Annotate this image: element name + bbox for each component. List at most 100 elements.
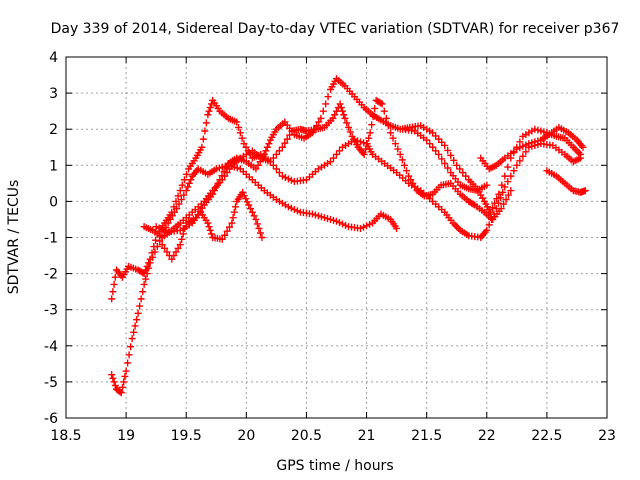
- data-point: [343, 119, 351, 127]
- data-point: [252, 215, 260, 223]
- data-point: [128, 335, 136, 343]
- data-point: [513, 161, 521, 169]
- data-point: [491, 199, 499, 207]
- data-point: [116, 388, 124, 396]
- data-point: [336, 100, 344, 108]
- data-point: [407, 176, 415, 184]
- data-point: [363, 140, 371, 148]
- data-point: [240, 192, 248, 200]
- axes: 18.5 19 19.5 20 20.5 21 21.5 22 22.5 23-6-5-4-3-2…: [44, 50, 616, 444]
- data-point: [233, 118, 241, 126]
- data-point: [269, 154, 277, 162]
- data-point: [493, 195, 501, 203]
- data-point: [283, 135, 291, 143]
- data-point: [329, 114, 337, 122]
- data-point: [368, 121, 376, 129]
- data-point: [405, 172, 413, 180]
- data-point: [324, 93, 332, 101]
- data-point: [281, 139, 289, 147]
- data-point: [369, 113, 377, 121]
- data-point: [221, 172, 229, 180]
- data-point: [378, 100, 386, 108]
- data-point: [504, 191, 512, 199]
- data-point: [127, 343, 135, 351]
- data-point: [248, 208, 256, 216]
- data-point: [382, 114, 390, 122]
- data-point: [250, 212, 258, 220]
- x-tick-label: 21.5: [411, 428, 442, 444]
- data-point: [275, 147, 283, 155]
- data-point: [423, 136, 431, 144]
- data-point: [199, 135, 207, 143]
- data-point: [371, 104, 379, 112]
- data-point: [510, 167, 518, 175]
- data-point: [329, 154, 337, 162]
- data-point: [345, 123, 353, 131]
- data-point: [331, 111, 339, 119]
- data-point: [117, 389, 125, 397]
- data-point: [500, 200, 508, 208]
- data-point: [398, 156, 406, 164]
- data-point: [228, 219, 236, 227]
- data-point: [426, 140, 434, 148]
- data-point: [266, 158, 274, 166]
- data-point: [174, 244, 182, 252]
- data-point: [252, 165, 260, 173]
- data-point: [140, 270, 148, 278]
- data-point: [441, 159, 449, 167]
- y-tick-label: 3: [49, 86, 58, 102]
- data-point: [245, 201, 253, 209]
- data-point: [226, 165, 234, 173]
- data-point: [485, 221, 493, 229]
- data-point: [243, 198, 251, 206]
- data-point: [229, 214, 237, 222]
- y-tick-label: 0: [49, 194, 58, 210]
- data-point: [180, 191, 188, 199]
- data-point: [504, 178, 512, 186]
- data-point: [109, 288, 117, 296]
- data-point: [319, 107, 327, 115]
- data-point: [435, 150, 443, 158]
- data-point: [206, 104, 214, 112]
- data-point: [339, 107, 347, 115]
- chart-title: Day 339 of 2014, Sidereal Day-to-day VTE…: [51, 21, 620, 37]
- data-point: [230, 208, 238, 216]
- data-point: [183, 170, 191, 178]
- data-point: [429, 143, 437, 151]
- data-point: [346, 128, 354, 136]
- data-point: [177, 196, 185, 204]
- data-point: [400, 161, 408, 169]
- data-point: [125, 351, 133, 359]
- y-tick-label: -5: [44, 375, 58, 391]
- data-point: [502, 196, 510, 204]
- data-point: [333, 107, 340, 115]
- data-point: [336, 147, 344, 155]
- data-point: [206, 226, 214, 234]
- data-point: [501, 172, 509, 180]
- data-point: [180, 176, 188, 184]
- data-point: [522, 148, 530, 156]
- data-point: [223, 169, 231, 177]
- data-point: [120, 378, 128, 386]
- data-point: [205, 107, 213, 115]
- data-point: [185, 179, 193, 187]
- data-point: [255, 224, 263, 232]
- plot-area: [108, 75, 589, 397]
- data-point: [236, 129, 244, 137]
- data-point: [393, 224, 401, 232]
- data-point: [204, 111, 212, 119]
- data-point: [137, 295, 145, 303]
- data-point: [121, 372, 129, 380]
- data-point: [495, 190, 503, 198]
- data-point: [187, 176, 195, 184]
- data-point: [263, 143, 271, 151]
- data-point: [456, 165, 464, 173]
- x-tick-label: 20.5: [291, 428, 322, 444]
- data-point: [441, 141, 449, 149]
- data-point: [497, 194, 505, 202]
- data-point: [483, 181, 491, 189]
- y-tick-label: -4: [44, 339, 58, 355]
- y-axis-label: SDTVAR / TECUs: [6, 180, 22, 295]
- data-point: [172, 197, 180, 205]
- data-point: [148, 249, 156, 257]
